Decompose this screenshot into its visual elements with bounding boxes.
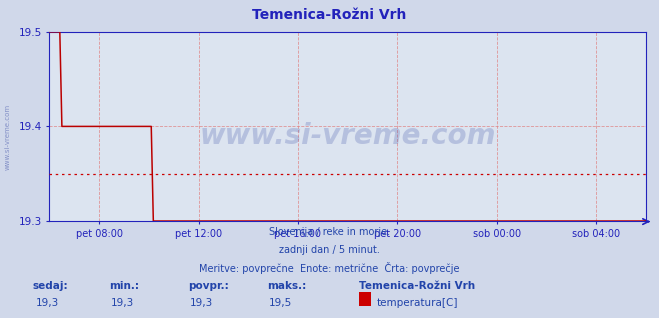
Text: maks.:: maks.: <box>267 281 306 291</box>
Text: 19,3: 19,3 <box>111 298 134 308</box>
Text: 19,3: 19,3 <box>190 298 213 308</box>
Text: Meritve: povprečne  Enote: metrične  Črta: povprečje: Meritve: povprečne Enote: metrične Črta:… <box>199 262 460 274</box>
Text: Slovenija / reke in morje.: Slovenija / reke in morje. <box>269 227 390 237</box>
Text: sedaj:: sedaj: <box>33 281 69 291</box>
Text: Temenica-Rožni Vrh: Temenica-Rožni Vrh <box>359 281 475 291</box>
Text: min.:: min.: <box>109 281 139 291</box>
Text: www.si-vreme.com: www.si-vreme.com <box>5 104 11 170</box>
Text: Temenica-Rožni Vrh: Temenica-Rožni Vrh <box>252 8 407 22</box>
Text: temperatura[C]: temperatura[C] <box>377 298 459 308</box>
Text: 19,3: 19,3 <box>36 298 59 308</box>
Text: zadnji dan / 5 minut.: zadnji dan / 5 minut. <box>279 245 380 255</box>
Text: povpr.:: povpr.: <box>188 281 229 291</box>
Text: www.si-vreme.com: www.si-vreme.com <box>200 122 496 150</box>
Text: 19,5: 19,5 <box>269 298 292 308</box>
